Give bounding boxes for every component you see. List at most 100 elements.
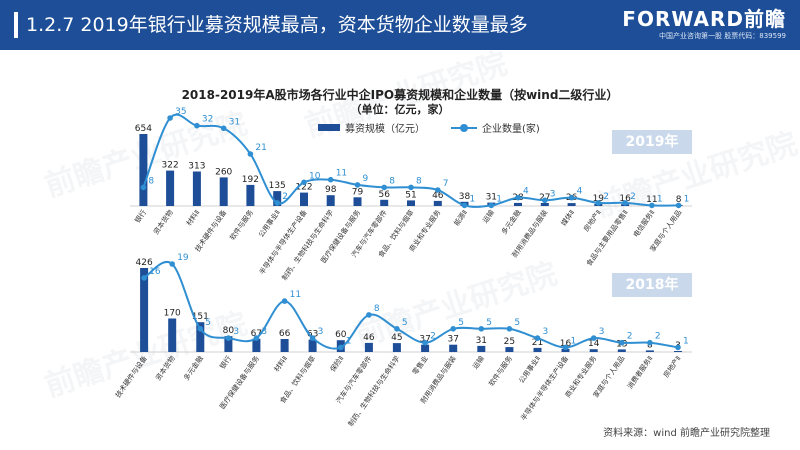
chart-legend: 募资规模（亿元） 企业数量(家) xyxy=(318,120,540,135)
count-label-2018-4: 3 xyxy=(261,327,267,337)
category-label-2019-12: 能源Ⅱ xyxy=(452,208,469,227)
count-point-2019-11 xyxy=(435,187,441,193)
bar-label-2018-16: 14 xyxy=(588,339,600,349)
bar-2018-11 xyxy=(449,344,458,352)
count-label-2018-16: 3 xyxy=(599,327,605,337)
source-note: 资料来源：wind 前瞻产业研究院整理 xyxy=(603,428,770,439)
count-point-2018-16 xyxy=(590,335,597,341)
category-label-2018-12: 运输 xyxy=(471,354,486,371)
legend-line-label: 企业数量(家) xyxy=(482,124,540,135)
count-point-2019-19 xyxy=(649,202,655,209)
count-point-2019-18 xyxy=(622,200,628,206)
logo-brand: FORWARD前瞻 xyxy=(622,7,786,31)
bar-2019-11 xyxy=(433,200,442,206)
bar-2019-7 xyxy=(326,195,335,206)
count-label-2018-19: 1 xyxy=(683,336,689,346)
bar-label-2018-2: 151 xyxy=(192,312,209,322)
category-label-2019-5: 公用事业Ⅱ xyxy=(256,208,281,239)
legend-line-swatch xyxy=(451,123,477,133)
count-label-2019-13: 1 xyxy=(496,194,502,204)
bar-label-2019-3: 260 xyxy=(215,167,232,177)
category-label-2019-4: 软件与服务 xyxy=(228,208,255,242)
count-label-2018-13: 5 xyxy=(514,318,520,328)
bar-2018-5 xyxy=(280,339,289,352)
count-point-2018-5 xyxy=(281,298,288,304)
count-label-2019-6: 10 xyxy=(309,171,321,181)
bar-2018-2 xyxy=(196,322,205,352)
count-label-2018-1: 19 xyxy=(177,253,189,263)
category-label-2019-17: 房地产Ⅱ xyxy=(582,208,603,233)
count-label-2019-18: 2 xyxy=(630,192,636,202)
legend-bar-label: 募资规模（亿元） xyxy=(345,124,425,135)
bar-label-2019-6: 122 xyxy=(295,183,312,193)
bar-label-2019-2: 313 xyxy=(188,162,205,172)
count-point-2018-17 xyxy=(619,339,625,346)
count-point-2018-2 xyxy=(197,326,204,332)
header-banner: 1.2.7 2019年银行业募资规模最高，资本货物企业数量最多 FORWARD前… xyxy=(0,0,800,50)
bar-label-2018-0: 426 xyxy=(136,258,153,268)
category-label-2018-13: 软件与服务 xyxy=(487,354,514,388)
bar-label-2019-9: 56 xyxy=(378,190,390,200)
count-label-2019-8: 9 xyxy=(363,174,369,184)
bar-2019-14 xyxy=(514,202,522,206)
count-label-2019-3: 31 xyxy=(229,117,240,127)
bar-label-2019-0: 654 xyxy=(135,124,152,134)
count-label-2018-8: 8 xyxy=(374,304,380,314)
count-point-2019-5 xyxy=(274,200,281,206)
bar-label-2018-7: 60 xyxy=(335,330,347,340)
bar-label-2018-5: 66 xyxy=(279,329,291,339)
bar-label-2018-10: 37 xyxy=(419,335,430,345)
count-point-2018-13 xyxy=(506,326,513,332)
bar-label-2018-9: 45 xyxy=(391,333,402,343)
bar-2019-9 xyxy=(380,199,389,206)
category-label-2019-13: 运输 xyxy=(481,208,496,225)
count-point-2019-13 xyxy=(488,202,495,209)
bar-label-2018-15: 16 xyxy=(560,339,572,349)
count-point-2019-17 xyxy=(595,200,602,206)
count-point-2019-12 xyxy=(461,202,468,209)
bar-2019-15 xyxy=(540,203,549,206)
count-point-2018-3 xyxy=(225,335,232,341)
category-label-2019-0: 银行 xyxy=(133,208,148,225)
count-point-2018-7 xyxy=(338,344,344,351)
year-badge-2018: 2018年 xyxy=(612,273,692,297)
bar-2019-2 xyxy=(192,171,201,206)
count-point-2019-0 xyxy=(140,184,147,191)
count-label-2019-10: 8 xyxy=(416,176,422,186)
bar-2018-3 xyxy=(224,336,233,352)
bar-label-2019-5: 135 xyxy=(269,181,286,191)
count-label-2019-17: 2 xyxy=(603,192,609,202)
bar-2019-1 xyxy=(166,170,175,206)
logo-tagline: 中国产业咨询第一股 股票代码：839599 xyxy=(659,32,786,40)
count-point-2018-10 xyxy=(422,339,428,346)
count-label-2019-14: 4 xyxy=(523,187,529,197)
count-point-2018-6 xyxy=(309,335,316,341)
bar-2018-17 xyxy=(617,349,626,352)
count-label-2018-6: 3 xyxy=(318,327,324,337)
bar-label-2019-8: 79 xyxy=(352,187,364,197)
bar-label-2019-18: 16 xyxy=(619,194,631,204)
count-label-2019-11: 7 xyxy=(443,179,449,189)
count-label-2018-9: 5 xyxy=(402,318,408,328)
count-label-2019-9: 8 xyxy=(389,176,395,186)
count-point-2018-18 xyxy=(647,339,653,346)
count-point-2018-1 xyxy=(169,261,175,267)
category-label-2019-19: 电信服务Ⅱ xyxy=(631,208,656,239)
category-label-2018-10: 零售业 xyxy=(410,354,429,376)
count-label-2018-15: 1 xyxy=(571,336,577,346)
bar-label-2018-11: 37 xyxy=(447,335,458,345)
bar-label-2019-11: 46 xyxy=(432,191,444,201)
bar-label-2018-14: 21 xyxy=(532,338,543,348)
bar-label-2019-20: 8 xyxy=(676,195,682,205)
count-label-2019-4: 21 xyxy=(255,143,266,153)
category-label-2019-14: 多元金融 xyxy=(499,208,522,236)
forward-logo: FORWARD前瞻 中国产业咨询第一股 股票代码：839599 xyxy=(622,7,786,41)
count-label-2018-17: 2 xyxy=(627,332,633,342)
count-point-2018-9 xyxy=(394,326,400,332)
count-label-2019-1: 35 xyxy=(175,107,186,117)
count-label-2018-18: 2 xyxy=(655,332,661,342)
category-label-2019-7: 制药、生物科技与生命科学 xyxy=(280,208,336,282)
bar-2018-9 xyxy=(392,343,401,352)
bar-2019-0 xyxy=(139,134,148,206)
